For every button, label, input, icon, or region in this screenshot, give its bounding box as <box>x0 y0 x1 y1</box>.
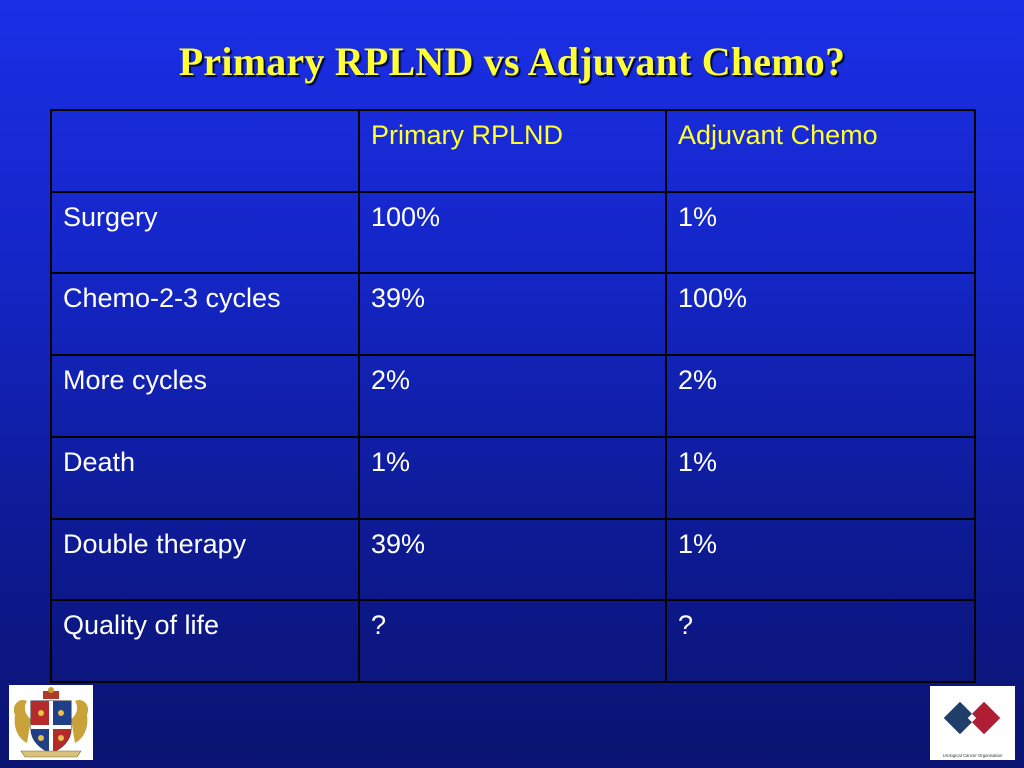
cell-adjuvant-chemo: 1% <box>665 517 976 602</box>
cell-primary-rplnd: 2% <box>358 354 667 438</box>
slide-title: Primary RPLND vs Adjuvant Chemo? <box>178 39 846 84</box>
cell-primary-rplnd: 39% <box>358 272 667 357</box>
cell-adjuvant-chemo: 1% <box>665 435 976 520</box>
row-label: Quality of life <box>50 599 360 683</box>
coat-of-arms-icon <box>9 685 93 760</box>
header-cell-empty <box>50 109 360 193</box>
cell-primary-rplnd: 1% <box>358 435 667 520</box>
table-row: Surgery 100% 1% <box>50 190 976 275</box>
urological-cancer-organisation-logo: Urological Cancer Organisation <box>930 686 1015 760</box>
cell-adjuvant-chemo: 2% <box>665 354 976 438</box>
row-label: Death <box>50 435 360 520</box>
cell-adjuvant-chemo: ? <box>665 599 976 683</box>
cell-adjuvant-chemo: 100% <box>665 272 976 357</box>
table-header-row: Primary RPLND Adjuvant Chemo <box>50 109 976 193</box>
row-label: Chemo-2-3 cycles <box>50 272 360 357</box>
comparison-table: Primary RPLND Adjuvant Chemo Surgery 100… <box>50 109 976 683</box>
cell-primary-rplnd: 100% <box>358 190 667 275</box>
row-label: Double therapy <box>50 517 360 602</box>
organisation-caption: Urological Cancer Organisation <box>942 753 1003 758</box>
cell-primary-rplnd: 39% <box>358 517 667 602</box>
table-row: Chemo-2-3 cycles 39% 100% <box>50 272 976 357</box>
cell-primary-rplnd: ? <box>358 599 667 683</box>
table-row: More cycles 2% 2% <box>50 354 976 438</box>
table-row: Death 1% 1% <box>50 435 976 520</box>
table-row: Quality of life ? ? <box>50 599 976 683</box>
table-row: Double therapy 39% 1% <box>50 517 976 602</box>
row-label: Surgery <box>50 190 360 275</box>
cell-adjuvant-chemo: 1% <box>665 190 976 275</box>
header-cell-adjuvant-chemo: Adjuvant Chemo <box>665 109 976 193</box>
header-cell-primary-rplnd: Primary RPLND <box>358 109 667 193</box>
row-label: More cycles <box>50 354 360 438</box>
